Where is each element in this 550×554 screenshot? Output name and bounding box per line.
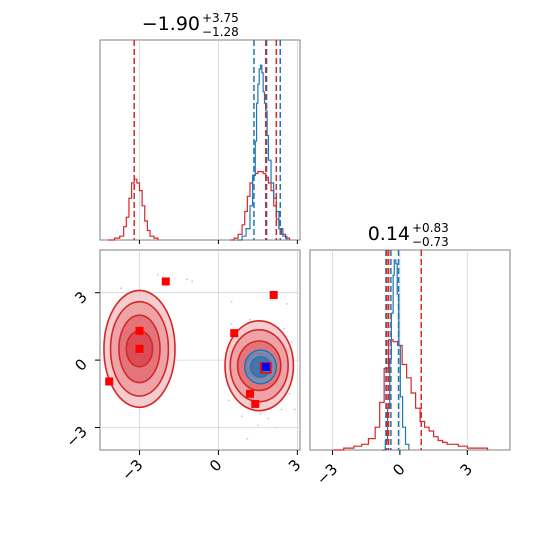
joint-y-tick-label: 3 xyxy=(71,288,90,307)
marginal-x-grid xyxy=(139,40,298,240)
marginal-y-tick-label: −3 xyxy=(313,460,341,488)
joint-sample-point xyxy=(249,318,251,321)
marginal-x-panel xyxy=(99,39,301,241)
marginal-y-tick-label: 3 xyxy=(457,460,476,479)
joint-red-marker xyxy=(105,377,114,386)
joint-sample-point xyxy=(275,426,278,429)
joint-sample-point xyxy=(285,303,288,305)
marginal-y-histograms xyxy=(333,259,489,451)
title-x: −1.90 +3.75 −1.28 xyxy=(142,11,239,39)
joint-sample-point xyxy=(246,437,249,440)
joint-sample-point xyxy=(293,408,296,411)
joint-sample-point xyxy=(283,327,286,330)
joint-sample-point xyxy=(259,413,262,415)
joint-sample-point xyxy=(185,278,188,281)
title-y: 0.14 +0.83 −0.73 xyxy=(368,221,449,249)
marginal-y-red-histogram xyxy=(333,339,489,451)
joint-sample-point xyxy=(230,300,233,303)
joint-red-marker xyxy=(135,326,144,335)
title-x-sup: +3.75 xyxy=(202,11,239,25)
marginal-x-red-histogram xyxy=(107,178,159,241)
marginal-x-quantile-lines xyxy=(133,40,282,240)
joint-panel xyxy=(99,249,301,451)
joint-red-marker xyxy=(269,290,278,299)
joint-sample-point xyxy=(120,287,122,290)
joint-sample-point xyxy=(291,341,294,344)
joint-red-marker xyxy=(230,329,239,338)
joint-sample-point xyxy=(191,280,194,283)
marginal-y-tick-label: 0 xyxy=(389,460,408,479)
joint-red-marker xyxy=(246,389,254,398)
title-y-sub: −0.73 xyxy=(412,235,449,249)
joint-y-tick-label: 0 xyxy=(71,355,90,374)
joint-sample-point xyxy=(288,392,291,395)
joint-red-marker xyxy=(161,277,170,286)
joint-sample-point xyxy=(267,417,270,420)
title-x-sub: −1.28 xyxy=(202,25,239,39)
marginal-x-histograms xyxy=(107,64,291,241)
joint-sample-point xyxy=(280,408,283,411)
joint-sample-point xyxy=(156,273,159,276)
joint-sample-point xyxy=(230,323,233,326)
joint-sample-point xyxy=(256,424,259,427)
title-y-main: 0.14 xyxy=(368,223,410,245)
joint-x-tick-label: 0 xyxy=(206,456,225,475)
title-x-main: −1.90 xyxy=(142,13,200,35)
joint-blue-marker xyxy=(261,362,270,371)
joint-contours xyxy=(103,273,296,440)
joint-red-marker xyxy=(135,344,144,353)
joint-x-tick-label: −3 xyxy=(118,456,146,484)
joint-sample-point xyxy=(241,415,244,418)
joint-y-tick-label: −3 xyxy=(62,423,90,451)
marginal-y-quantile-lines xyxy=(385,250,422,450)
marginal-y-panel xyxy=(309,249,511,451)
joint-sample-point xyxy=(228,399,230,402)
joint-x-tick-label: 3 xyxy=(285,456,304,475)
title-y-sup: +0.83 xyxy=(412,221,449,235)
joint-red-marker xyxy=(251,399,260,408)
